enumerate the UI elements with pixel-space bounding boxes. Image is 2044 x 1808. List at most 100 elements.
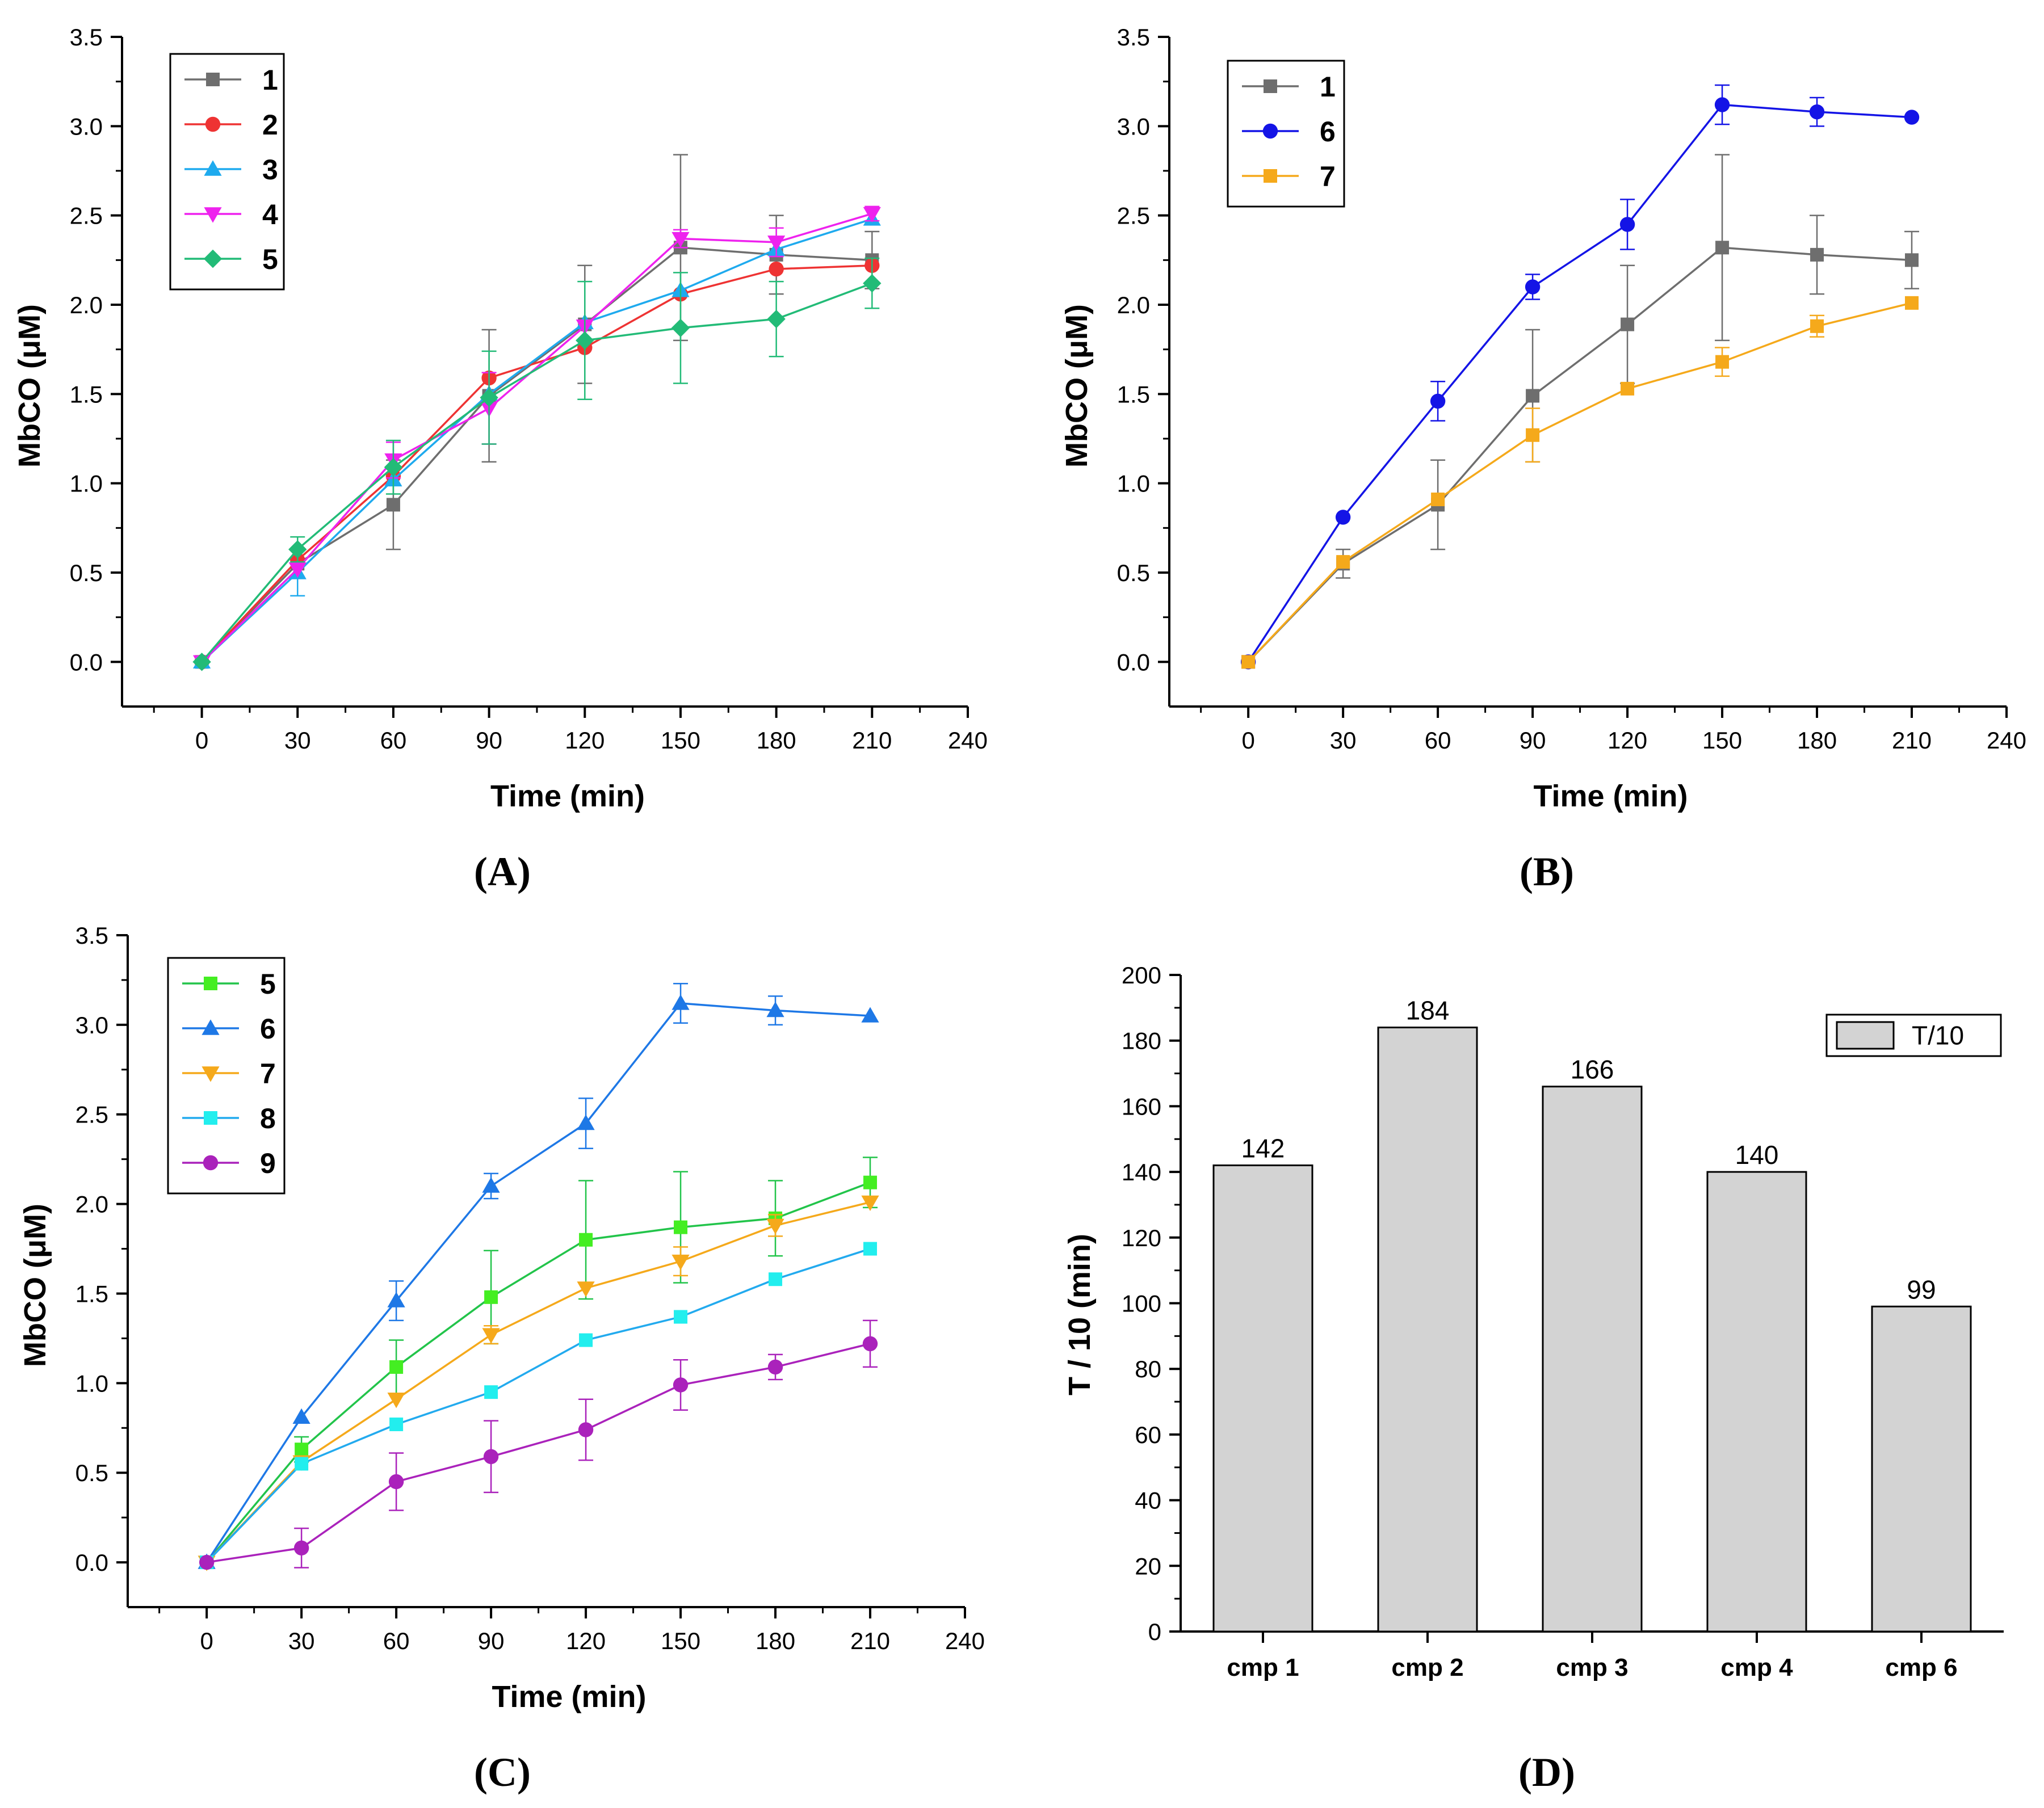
legend-marker (202, 1019, 220, 1035)
data-point (1809, 104, 1825, 120)
data-point (1526, 428, 1540, 442)
series-line (1247, 246, 1912, 663)
x-tick-label: cmp 3 (1556, 1654, 1628, 1681)
data-point (766, 1218, 784, 1235)
data-point (579, 1333, 593, 1347)
data-point (1905, 253, 1919, 267)
x-tick-label: 30 (284, 727, 311, 754)
x-tick-label: cmp 6 (1885, 1654, 1957, 1681)
x-tick-label: 210 (1892, 727, 1932, 754)
x-tick-label: 60 (380, 727, 407, 754)
legend: 1 2 3 4 5 (169, 53, 285, 291)
panel-d: 0 20 40 60 80 100 120 140 160 180 200 142 cmp 1 184 cm… (1063, 962, 2004, 1795)
data-point (766, 1002, 784, 1017)
x-tick-label: cmp 1 (1227, 1654, 1299, 1681)
series-6 (1240, 84, 1920, 670)
data-point (1714, 97, 1730, 112)
series-9 (199, 1319, 878, 1570)
bar (1377, 1027, 1478, 1633)
legend-label: 9 (260, 1147, 276, 1179)
data-point (484, 1385, 498, 1399)
y-tick-label: 2.5 (1117, 203, 1150, 229)
bar (1706, 1171, 1807, 1633)
data-point (1241, 655, 1256, 669)
data-point (671, 1254, 690, 1271)
data-point (295, 1457, 309, 1471)
x-tick-label: 60 (1425, 727, 1451, 754)
panel-label: (D) (1518, 1750, 1575, 1795)
data-point (192, 653, 211, 671)
x-tick-label: 30 (1330, 727, 1357, 754)
data-point (482, 1177, 500, 1193)
data-point (767, 309, 786, 329)
legend-marker (204, 977, 217, 990)
legend-marker (1264, 169, 1277, 183)
data-point (767, 236, 786, 251)
y-tick-label: 60 (1135, 1422, 1161, 1448)
data-point (295, 1443, 309, 1457)
bar-value-label: 142 (1241, 1134, 1285, 1163)
data-point (576, 331, 594, 350)
series-line (205, 1002, 871, 1563)
data-point (671, 232, 690, 248)
series-8 (200, 1242, 878, 1570)
data-point (389, 1417, 404, 1431)
data-point (482, 1328, 500, 1344)
bar-value-label: 184 (1406, 996, 1450, 1025)
y-tick-label: 2.0 (70, 292, 103, 318)
y-tick-label: 80 (1135, 1356, 1161, 1382)
y-tick-label: 0.0 (1117, 649, 1150, 675)
y-tick-label: 180 (1122, 1028, 1161, 1054)
data-point (292, 1408, 310, 1424)
panel-c: 0.0 0.5 1.0 1.5 2.0 2.5 3.0 3.5 0 30 60 90 120 150 180… (18, 922, 985, 1795)
y-tick-label: 100 (1122, 1290, 1161, 1317)
bar (1542, 1086, 1643, 1633)
legend-label: 3 (262, 154, 278, 186)
series-line (1247, 103, 1912, 663)
series-line (205, 1201, 871, 1563)
legend-marker (1264, 79, 1277, 93)
x-tick-label: cmp 2 (1391, 1654, 1463, 1681)
y-tick-label: 0.5 (75, 1460, 108, 1486)
data-point (577, 1281, 595, 1297)
panel-a: 0.0 0.5 1.0 1.5 2.0 2.5 3.0 3.5 0 30 60 90 120 150 180… (12, 24, 988, 894)
legend-label: 6 (1320, 116, 1336, 148)
x-axis-label: Time (min) (492, 1680, 646, 1714)
legend-label: 1 (262, 64, 278, 96)
series-7 (198, 1195, 879, 1571)
legend-label: T/10 (1912, 1021, 1964, 1050)
data-point (863, 274, 882, 293)
data-point (863, 207, 881, 223)
y-tick-label: 1.0 (75, 1370, 108, 1397)
legend-label: 2 (262, 109, 278, 141)
y-axis-label: MbCO (μM) (18, 1204, 52, 1367)
legend-marker (203, 1155, 219, 1171)
x-tick-label: 90 (476, 727, 502, 754)
x-tick-label: 150 (661, 1628, 700, 1654)
data-point (863, 1175, 878, 1189)
series-line (205, 1181, 871, 1563)
y-tick-label: 20 (1135, 1553, 1161, 1579)
data-point (1430, 393, 1446, 409)
y-tick-label: 120 (1122, 1225, 1161, 1251)
x-tick-label: 180 (756, 1628, 795, 1654)
legend-marker (1262, 123, 1278, 139)
x-tick-label: 90 (1520, 727, 1546, 754)
legend: 5 6 7 8 9 (167, 957, 286, 1195)
series-line (206, 1343, 871, 1563)
data-point (579, 1233, 593, 1247)
series-line (201, 246, 872, 663)
legend-label: 1 (1320, 71, 1336, 103)
y-tick-label: 1.0 (70, 470, 103, 497)
data-point (767, 1359, 783, 1375)
data-point (293, 1540, 309, 1556)
data-point (863, 1242, 878, 1256)
data-point (1619, 217, 1635, 232)
data-point (674, 1220, 688, 1234)
data-point (288, 540, 307, 559)
legend-marker (202, 1066, 220, 1082)
legend-marker (204, 207, 222, 223)
legend-box (169, 53, 285, 291)
data-point (578, 1422, 594, 1437)
